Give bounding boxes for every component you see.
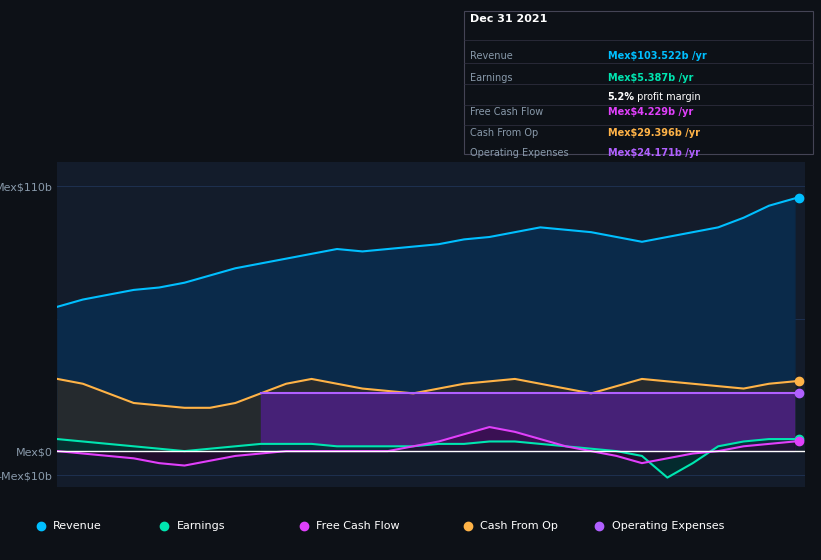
Text: Revenue: Revenue bbox=[53, 521, 102, 531]
Text: Operating Expenses: Operating Expenses bbox=[612, 521, 724, 531]
Text: Mex$5.387b /yr: Mex$5.387b /yr bbox=[608, 73, 693, 83]
Text: Mex$24.171b /yr: Mex$24.171b /yr bbox=[608, 148, 699, 158]
Text: Dec 31 2021: Dec 31 2021 bbox=[470, 14, 548, 24]
Text: Free Cash Flow: Free Cash Flow bbox=[316, 521, 400, 531]
Text: Earnings: Earnings bbox=[470, 73, 513, 83]
Text: profit margin: profit margin bbox=[634, 92, 700, 102]
Text: Mex$4.229b /yr: Mex$4.229b /yr bbox=[608, 107, 693, 117]
Text: Earnings: Earnings bbox=[177, 521, 225, 531]
Text: Free Cash Flow: Free Cash Flow bbox=[470, 107, 544, 117]
Text: Revenue: Revenue bbox=[470, 51, 513, 61]
Text: Operating Expenses: Operating Expenses bbox=[470, 148, 569, 158]
Text: 5.2%: 5.2% bbox=[608, 92, 635, 102]
Text: Cash From Op: Cash From Op bbox=[470, 128, 539, 138]
Text: Mex$103.522b /yr: Mex$103.522b /yr bbox=[608, 51, 706, 61]
Text: Mex$29.396b /yr: Mex$29.396b /yr bbox=[608, 128, 699, 138]
Text: Cash From Op: Cash From Op bbox=[480, 521, 558, 531]
